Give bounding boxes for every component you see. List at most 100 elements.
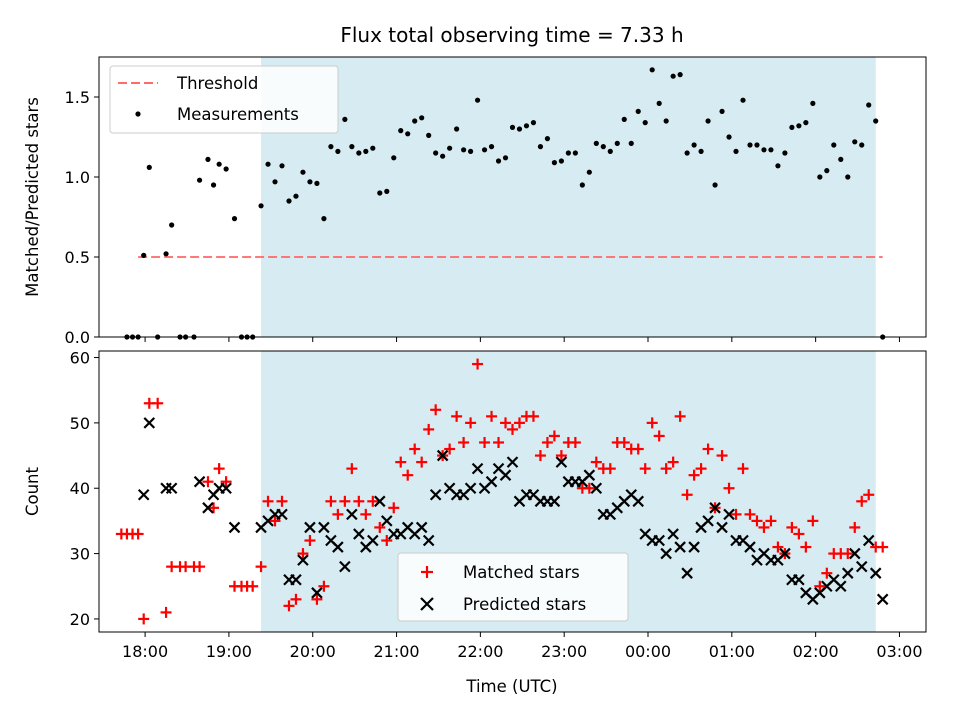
predicted-star-point bbox=[485, 475, 498, 488]
matched-star-point bbox=[220, 476, 232, 488]
predicted-star-point bbox=[744, 541, 756, 553]
matched-star-point bbox=[451, 410, 463, 422]
predicted-star-point bbox=[353, 528, 365, 540]
measurement-point bbox=[733, 148, 739, 154]
matched-star-point bbox=[493, 436, 505, 448]
measurement-point bbox=[656, 100, 662, 106]
measurement-point bbox=[169, 222, 175, 228]
bottom-axes-frame bbox=[98, 350, 927, 633]
predicted-star-point bbox=[193, 475, 206, 488]
matched-star-point bbox=[388, 502, 400, 514]
measurement-point bbox=[488, 144, 495, 150]
matched-star-point bbox=[863, 489, 875, 501]
matched-star-point bbox=[160, 606, 172, 618]
matched-star-point bbox=[723, 482, 735, 494]
y-tick-label: 1.5 bbox=[65, 88, 90, 107]
predicted-star-point bbox=[841, 567, 854, 579]
predicted-star-point bbox=[143, 417, 156, 429]
predicted-star-point bbox=[869, 567, 882, 579]
predicted-star-point bbox=[653, 534, 665, 547]
measurement-point bbox=[433, 150, 439, 156]
measurement-point bbox=[265, 161, 271, 167]
predicted-star-point bbox=[632, 495, 645, 508]
legend-predicted-swatch bbox=[420, 597, 434, 611]
measurement-point bbox=[321, 216, 327, 222]
predicted-star-point bbox=[318, 521, 330, 534]
predicted-star-point bbox=[779, 547, 791, 560]
x-tick-label: 03:00 bbox=[876, 642, 922, 661]
measurement-point bbox=[754, 142, 760, 148]
matched-star-point bbox=[807, 515, 819, 527]
x-tick-label: 02:00 bbox=[793, 642, 839, 661]
predicted-star-point bbox=[506, 456, 519, 468]
matched-star-point bbox=[555, 450, 567, 462]
matched-star-point bbox=[751, 515, 763, 527]
matched-star-point bbox=[367, 495, 379, 507]
measurement-point bbox=[342, 116, 348, 122]
matched-star-point bbox=[402, 469, 414, 481]
matched-star-point bbox=[304, 535, 316, 547]
predicted-star-point bbox=[165, 482, 178, 495]
measurement-point bbox=[803, 120, 809, 126]
legend-measurements-swatch bbox=[135, 111, 141, 117]
matched-star-point bbox=[681, 489, 693, 501]
measurement-point bbox=[558, 158, 564, 164]
measurement-point bbox=[747, 142, 753, 148]
x-tick-label: 20:00 bbox=[290, 642, 336, 661]
measurement-point bbox=[502, 155, 509, 161]
measurement-point bbox=[824, 168, 830, 174]
predicted-star-point bbox=[346, 508, 358, 521]
matched-star-point bbox=[339, 495, 351, 507]
measurement-point bbox=[216, 161, 222, 167]
predicted-star-point bbox=[276, 508, 288, 521]
predicted-star-point bbox=[367, 534, 379, 547]
legend-matched-swatch bbox=[421, 566, 433, 578]
measurement-point bbox=[551, 160, 558, 166]
matched-star-point bbox=[548, 430, 560, 442]
predicted-star-point bbox=[290, 573, 302, 586]
matched-star-point bbox=[821, 567, 833, 579]
matched-star-point bbox=[688, 469, 700, 481]
predicted-star-point bbox=[667, 528, 679, 540]
measurement-point bbox=[328, 144, 334, 150]
matched-star-point bbox=[381, 535, 393, 547]
measurement-point bbox=[391, 155, 397, 161]
y-tick-label: 20 bbox=[70, 610, 90, 629]
matched-star-point bbox=[507, 423, 518, 435]
measurement-point bbox=[579, 182, 585, 188]
measurement-point bbox=[544, 136, 551, 142]
measurement-point bbox=[705, 118, 711, 124]
measurement-point bbox=[726, 134, 732, 140]
matched-star-point bbox=[374, 521, 386, 533]
measurement-point bbox=[845, 174, 851, 180]
matched-star-point bbox=[311, 593, 323, 605]
x-tick-label: 00:00 bbox=[625, 642, 671, 661]
matched-star-point bbox=[856, 495, 868, 507]
matched-star-point bbox=[702, 443, 714, 455]
y-tick-label: 1.0 bbox=[65, 168, 90, 187]
matched-star-point bbox=[730, 508, 742, 520]
measurement-point bbox=[838, 156, 844, 162]
predicted-star-point bbox=[499, 469, 512, 481]
predicted-star-point bbox=[422, 534, 435, 547]
measurement-point bbox=[621, 116, 627, 122]
measurement-point bbox=[272, 179, 278, 185]
legend-matched-label: Matched stars bbox=[463, 563, 580, 582]
predicted-star-point bbox=[429, 488, 442, 501]
matched-star-point bbox=[744, 508, 756, 520]
y-tick-label: 0.0 bbox=[65, 328, 90, 347]
measurement-point bbox=[231, 216, 238, 222]
matched-star-point bbox=[138, 613, 150, 625]
y-tick-label: 60 bbox=[70, 349, 90, 368]
matched-star-point bbox=[276, 495, 288, 507]
measurement-point bbox=[210, 182, 217, 188]
measurement-point bbox=[796, 123, 802, 129]
matched-star-point bbox=[332, 508, 344, 520]
measurement-point bbox=[663, 118, 669, 124]
matched-star-point bbox=[500, 417, 512, 429]
x-tick-label: 22:00 bbox=[457, 642, 503, 661]
measurement-point bbox=[572, 150, 578, 156]
measurement-point bbox=[286, 198, 292, 204]
measurement-point bbox=[614, 140, 620, 146]
